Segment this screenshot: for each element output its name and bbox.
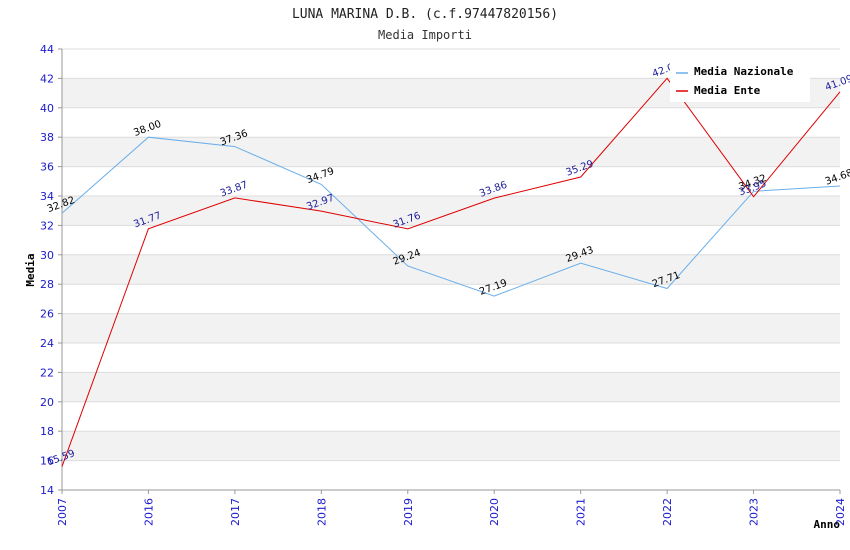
- grid-band: [62, 313, 840, 343]
- y-tick-label: 20: [40, 396, 54, 409]
- data-label: 34.68: [824, 168, 850, 188]
- x-tick-label: 2023: [748, 498, 761, 526]
- grid-band: [62, 196, 840, 226]
- series-line-media-ente: [61, 77, 841, 467]
- y-tick-label: 14: [40, 484, 54, 497]
- y-tick-label: 30: [40, 249, 54, 262]
- chart-subtitle: Media Importi: [378, 28, 472, 42]
- x-tick-label: 2019: [402, 498, 415, 526]
- y-tick-label: 32: [40, 219, 54, 232]
- y-tick-label: 16: [40, 455, 54, 468]
- data-label: 34.79: [305, 166, 336, 186]
- legend-label-media-nazionale: Media Nazionale: [694, 65, 794, 78]
- y-tick-label: 18: [40, 425, 54, 438]
- data-label: 38.00: [132, 119, 163, 139]
- grid-band: [62, 137, 840, 167]
- legend-label-media-ente: Media Ente: [694, 84, 761, 97]
- y-tick-label: 38: [40, 131, 54, 144]
- x-axis-ticks: 2007 2016 2017 2018 2019 2020 2021 2022 2023 2024: [56, 490, 847, 526]
- x-tick-label: 2007: [56, 498, 69, 526]
- axes: [61, 49, 840, 491]
- y-tick-label: 42: [40, 72, 54, 85]
- y-tick-label: 36: [40, 161, 54, 174]
- x-tick-label: 2022: [661, 498, 674, 526]
- gridlines: [62, 48, 840, 491]
- x-axis-label: Anno: [814, 518, 841, 531]
- y-tick-label: 40: [40, 102, 54, 115]
- x-tick-label: 2018: [315, 498, 328, 526]
- x-tick-label: 2016: [142, 498, 155, 526]
- y-tick-label: 24: [40, 337, 54, 350]
- y-tick-label: 34: [40, 190, 54, 203]
- legend: Media Nazionale Media Ente: [670, 60, 810, 102]
- grid-band: [62, 254, 840, 285]
- x-tick-label: 2020: [488, 498, 501, 526]
- y-tick-label: 28: [40, 278, 54, 291]
- grid-band: [62, 431, 840, 461]
- x-tick-label: 2024: [834, 498, 847, 526]
- series-line-media-nazionale: [61, 136, 841, 297]
- x-tick-label: 2017: [229, 498, 242, 526]
- series-lines: [61, 77, 841, 467]
- y-axis-label: Media: [24, 253, 37, 286]
- chart-title: LUNA MARINA D.B. (c.f.97447820156): [292, 7, 558, 22]
- y-tick-label: 26: [40, 308, 54, 321]
- grid-bands: [62, 78, 840, 461]
- data-label: 15.59: [46, 448, 77, 468]
- x-tick-label: 2021: [575, 498, 588, 526]
- y-tick-label: 22: [40, 366, 54, 379]
- legend-box: [670, 60, 810, 102]
- y-tick-label: 44: [40, 43, 54, 56]
- grid-band: [62, 372, 840, 402]
- y-axis-ticks: 14 16 18 20 22 24 26 28 30 32 34 36 38 40 42 44: [40, 43, 62, 497]
